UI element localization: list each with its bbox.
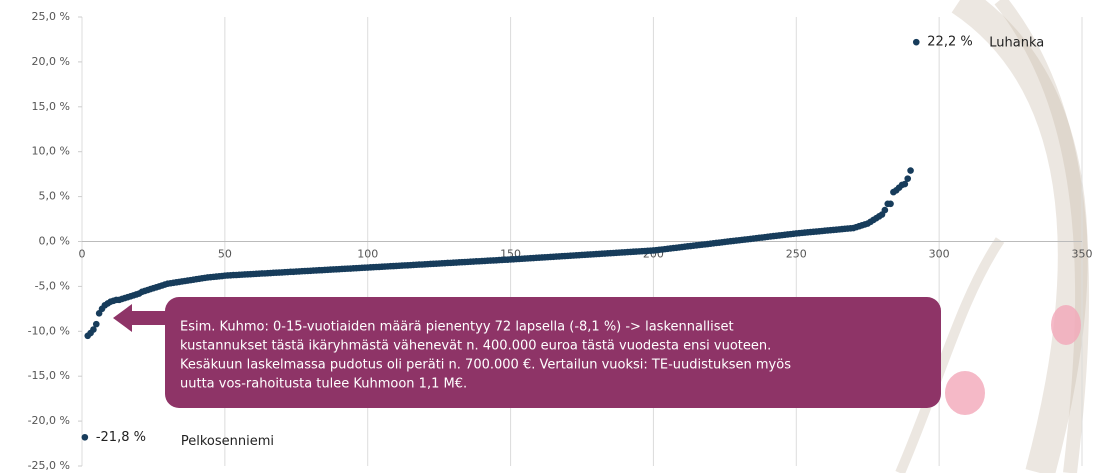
- x-tick-label: 100: [357, 248, 378, 261]
- annotation-arrow: [113, 304, 165, 332]
- point-name-label: Pelkosenniemi: [181, 434, 274, 449]
- annotation-line: Kesäkuun laskelmassa pudotus oli peräti …: [180, 358, 791, 373]
- point: [92, 320, 100, 328]
- annotation-box: [165, 297, 941, 408]
- x-tick-label: 0: [79, 248, 86, 261]
- point: [901, 180, 909, 188]
- y-tick-label: 15,0 %: [32, 100, 70, 113]
- y-tick-label: -5,0 %: [35, 279, 70, 292]
- point: [907, 167, 914, 174]
- x-tick-label: 250: [786, 248, 807, 261]
- background-decoration: [895, 0, 1090, 473]
- x-tick-label: 50: [218, 248, 232, 261]
- y-tick-label: 5,0 %: [39, 190, 70, 203]
- annotation-line: uutta vos-rahoitusta tulee Kuhmoon 1,1 M…: [180, 377, 467, 392]
- y-tick-label: 25,0 %: [32, 10, 70, 23]
- x-tick-label: 300: [929, 248, 950, 261]
- marks: 22,2 % Luhanka -21,8 % Pelkosenniemi: [81, 35, 1044, 449]
- point: [90, 326, 97, 333]
- point: [904, 175, 912, 182]
- y-tick-label: 0,0 %: [39, 235, 70, 248]
- y-tick-label: -15,0 %: [28, 369, 70, 382]
- point-value-label: 22,2 %: [927, 35, 972, 50]
- annotation-text: Esim. Kuhmo: 0-15-vuotiaiden määrä piene…: [180, 320, 791, 392]
- y-tick-label: 10,0 %: [32, 145, 70, 158]
- y-tick-label: -25,0 %: [28, 459, 70, 472]
- annotation: Esim. Kuhmo: 0-15-vuotiaiden määrä piene…: [113, 297, 941, 408]
- y-tick-label: 20,0 %: [32, 55, 70, 68]
- annotation-line: Esim. Kuhmo: 0-15-vuotiaiden määrä piene…: [180, 320, 734, 335]
- y-tick-label: -10,0 %: [28, 324, 70, 337]
- y-tick-label: -20,0 %: [28, 414, 70, 427]
- point-name-label: Luhanka: [989, 36, 1044, 51]
- x-tick-label: 350: [1072, 248, 1093, 261]
- annotation-line: kustannukset tästä ikäryhmästä vähenevät…: [180, 339, 771, 354]
- labeled-point: [912, 38, 920, 46]
- labeled-point: [81, 433, 89, 441]
- point-value-label: -21,8 %: [96, 430, 146, 445]
- point: [887, 200, 894, 208]
- point: [881, 206, 889, 214]
